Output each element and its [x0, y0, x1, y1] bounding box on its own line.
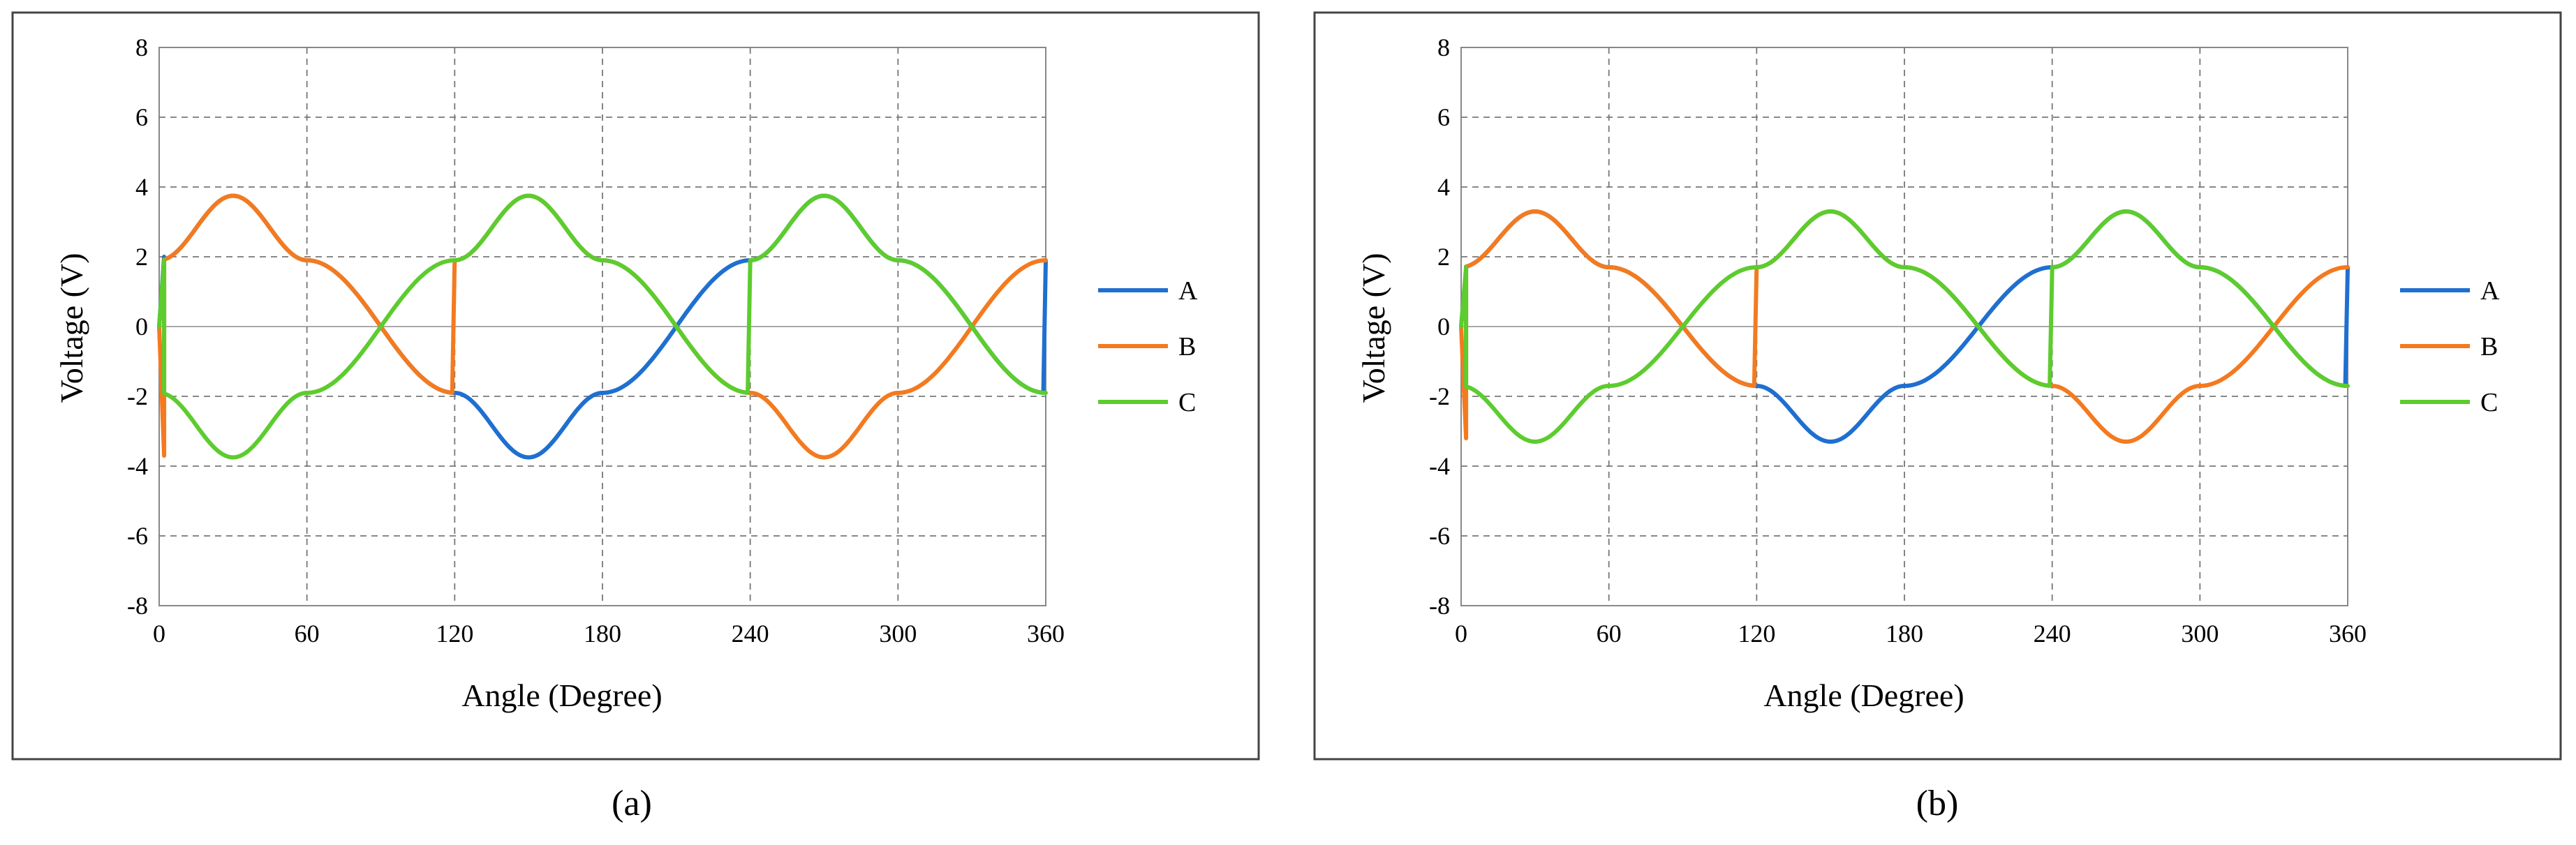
caption-b: (b) — [1916, 784, 1959, 823]
x-tick-label: 0 — [1455, 620, 1467, 648]
legend-label-b: B — [1178, 332, 1196, 361]
x-axis-title-a: Angle (Degree) — [461, 678, 662, 713]
y-tick-label: -4 — [127, 452, 148, 480]
y-tick-label: -8 — [127, 592, 148, 620]
x-tick-label: 300 — [2181, 620, 2219, 648]
x-axis-title-b: Angle (Degree) — [1763, 678, 1964, 713]
x-tick-label: 0 — [153, 620, 165, 648]
y-tick-label: 4 — [135, 173, 148, 201]
y-tick-label: 6 — [1437, 103, 1450, 131]
y-tick-label: -6 — [127, 522, 148, 550]
y-tick-label: -8 — [1429, 592, 1450, 620]
y-tick-label: 6 — [135, 103, 148, 131]
caption-a: (a) — [612, 784, 652, 823]
y-tick-label: 8 — [1437, 33, 1450, 61]
y-tick-label: 4 — [1437, 173, 1450, 201]
chart-panel-a: -8 -6 -4 -2 0 2 4 6 8 0 60 120 180 240 300 360 ABC Angle… — [11, 11, 1260, 823]
y-tick-label: 8 — [135, 33, 148, 61]
plot-area-b: -8 -6 -4 -2 0 2 4 6 8 0 60 120 180 240 300 360 ABC — [1429, 33, 2500, 648]
x-tick-label: 360 — [1027, 620, 1065, 648]
x-tick-label: 120 — [436, 620, 473, 648]
panel-a-frame — [11, 11, 1260, 761]
x-tick-label: 60 — [1597, 620, 1622, 648]
y-tick-label: -2 — [127, 382, 148, 410]
legend-label-a: A — [2480, 276, 2500, 306]
x-tick-label: 180 — [1886, 620, 1923, 648]
legend-label-c: C — [1178, 388, 1196, 417]
y-tick-label: -6 — [1429, 522, 1450, 550]
x-tick-label: 60 — [295, 620, 320, 648]
y-tick-label: 0 — [135, 313, 148, 341]
y-tick-label: 2 — [135, 243, 148, 271]
x-tick-label: 240 — [2034, 620, 2071, 648]
y-tick-label: -4 — [1429, 452, 1450, 480]
plot-area-a: -8 -6 -4 -2 0 2 4 6 8 0 60 120 180 240 300 360 ABC — [127, 33, 1198, 648]
x-tick-label: 120 — [1738, 620, 1775, 648]
x-tick-label: 240 — [732, 620, 769, 648]
series-line-c — [157, 193, 1048, 460]
y-axis-title-b: Voltage (V) — [1356, 253, 1391, 403]
panel-b-frame — [1313, 11, 2562, 761]
y-axis-title-a: Voltage (V) — [54, 253, 89, 403]
x-tick-label: 360 — [2329, 620, 2367, 648]
legend-label-c: C — [2480, 388, 2498, 417]
y-tick-label: 2 — [1437, 243, 1450, 271]
legend-label-b: B — [2480, 332, 2498, 361]
y-tick-label: 0 — [1437, 313, 1450, 341]
legend-label-a: A — [1178, 276, 1198, 306]
chart-panel-b: -8 -6 -4 -2 0 2 4 6 8 0 60 120 180 240 300 360 ABC Angle… — [1313, 11, 2562, 823]
series-line-c — [1459, 209, 2350, 444]
y-tick-label: -2 — [1429, 382, 1450, 410]
x-tick-label: 300 — [879, 620, 917, 648]
x-tick-label: 180 — [584, 620, 621, 648]
